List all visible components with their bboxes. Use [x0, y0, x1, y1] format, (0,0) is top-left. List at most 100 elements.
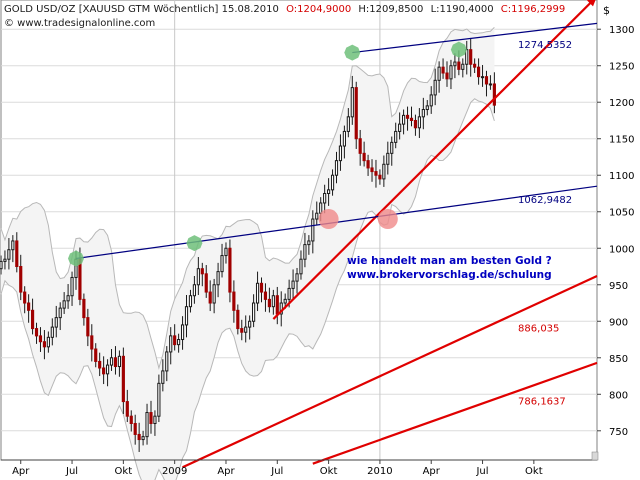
candle-body [212, 284, 216, 304]
candle-body [299, 258, 303, 275]
candle-body [338, 145, 343, 162]
candle-body [196, 268, 200, 286]
candle-body [86, 317, 90, 337]
support-touch-marker [67, 250, 84, 267]
candle-body [477, 66, 481, 78]
candle-body [492, 83, 496, 106]
candle-body [216, 271, 220, 286]
candle-body [125, 401, 129, 417]
candle-body [220, 255, 224, 273]
candle-body [480, 76, 485, 79]
x-tick-label: 2010 [367, 466, 392, 477]
candle-body [283, 298, 287, 304]
y-tick-label: 1250 [609, 62, 634, 73]
x-tick-label: Okt [320, 466, 338, 477]
candle-body [465, 49, 469, 65]
candle-body [244, 326, 248, 333]
candle-body [374, 171, 378, 176]
y-tick-label: 750 [609, 427, 628, 438]
candle-body [117, 355, 121, 368]
candle-body [252, 302, 256, 322]
candle-body [366, 160, 370, 169]
candle-body [58, 307, 62, 319]
x-tick-label: Jul [475, 466, 488, 477]
candle-body [291, 280, 295, 289]
source-website: © www.tradesignalonline.com [4, 18, 155, 29]
candle-body [105, 364, 110, 375]
y-tick-label: 1300 [609, 25, 634, 36]
candle-body [200, 268, 204, 275]
candle-body [303, 244, 307, 260]
trend-line-parallel [182, 275, 598, 469]
candle-body [145, 412, 149, 438]
candle-body [417, 116, 421, 129]
candle-body [457, 61, 461, 70]
y-tick-label: 1100 [609, 171, 634, 182]
candle-body [173, 335, 177, 346]
line-value-label: 1062,9482 [518, 195, 572, 206]
candle-body [240, 328, 244, 333]
candle-body [267, 298, 271, 308]
candle-body [461, 63, 465, 70]
candle-body [362, 152, 366, 162]
channel-line [352, 22, 598, 54]
line-value-label: 886,035 [518, 323, 559, 334]
candle-body [382, 163, 386, 180]
candle-body [429, 94, 433, 107]
annotation-line-2: www.brokervorschlag.de/schulung [347, 269, 552, 281]
candle-body [7, 249, 11, 260]
candle-body [157, 382, 161, 417]
candle-body [38, 335, 43, 343]
candle-body [390, 141, 394, 154]
candle-body [141, 436, 145, 441]
line-layer [75, 0, 598, 469]
candle-body [113, 357, 118, 368]
candle-body [66, 295, 70, 302]
candle-body [354, 87, 358, 140]
candle-body [236, 309, 240, 330]
candle-body [46, 336, 50, 348]
candle-body [34, 328, 39, 337]
candle-body [184, 306, 189, 326]
candle-body [453, 61, 457, 67]
open-value: O:1204,9000 [286, 4, 351, 15]
annotation-line-1: wie handelt man am besten Gold ? [347, 255, 552, 267]
candle-body [287, 287, 291, 300]
candle-body [232, 291, 236, 311]
scroll-handle[interactable] [591, 451, 599, 461]
x-tick-label: Apr [423, 466, 441, 477]
candle-body [386, 152, 390, 165]
candle-body [169, 335, 173, 353]
candle-body [161, 370, 165, 384]
support-touch-marker [186, 235, 203, 252]
candle-body [121, 355, 125, 403]
candle-body [445, 72, 449, 80]
low-value: L:1190,4000 [431, 4, 494, 15]
support-touch-marker [344, 44, 361, 61]
candle-body [70, 276, 74, 297]
candle-body [165, 351, 169, 372]
candle-body [54, 317, 58, 328]
candle-body [433, 79, 437, 96]
candle-body [224, 247, 228, 257]
candle-body [3, 258, 7, 262]
breakout-marker [377, 209, 398, 230]
candle-body [177, 339, 181, 346]
candle-body [23, 291, 27, 304]
candle-body [90, 335, 94, 350]
line-value-label: 1274,5352 [518, 40, 572, 51]
breakout-marker [318, 209, 339, 230]
candle-body [315, 212, 319, 220]
candle-body [263, 291, 268, 300]
candle-body [409, 117, 414, 121]
candle-body [180, 324, 185, 341]
candle-body [78, 258, 82, 300]
candle-body [402, 114, 406, 125]
band-lower [0, 98, 495, 480]
candle-body [15, 240, 19, 268]
candle-body [473, 63, 477, 68]
candle-body [98, 360, 102, 369]
candle-body [0, 260, 3, 270]
trend-line-support [272, 0, 595, 320]
